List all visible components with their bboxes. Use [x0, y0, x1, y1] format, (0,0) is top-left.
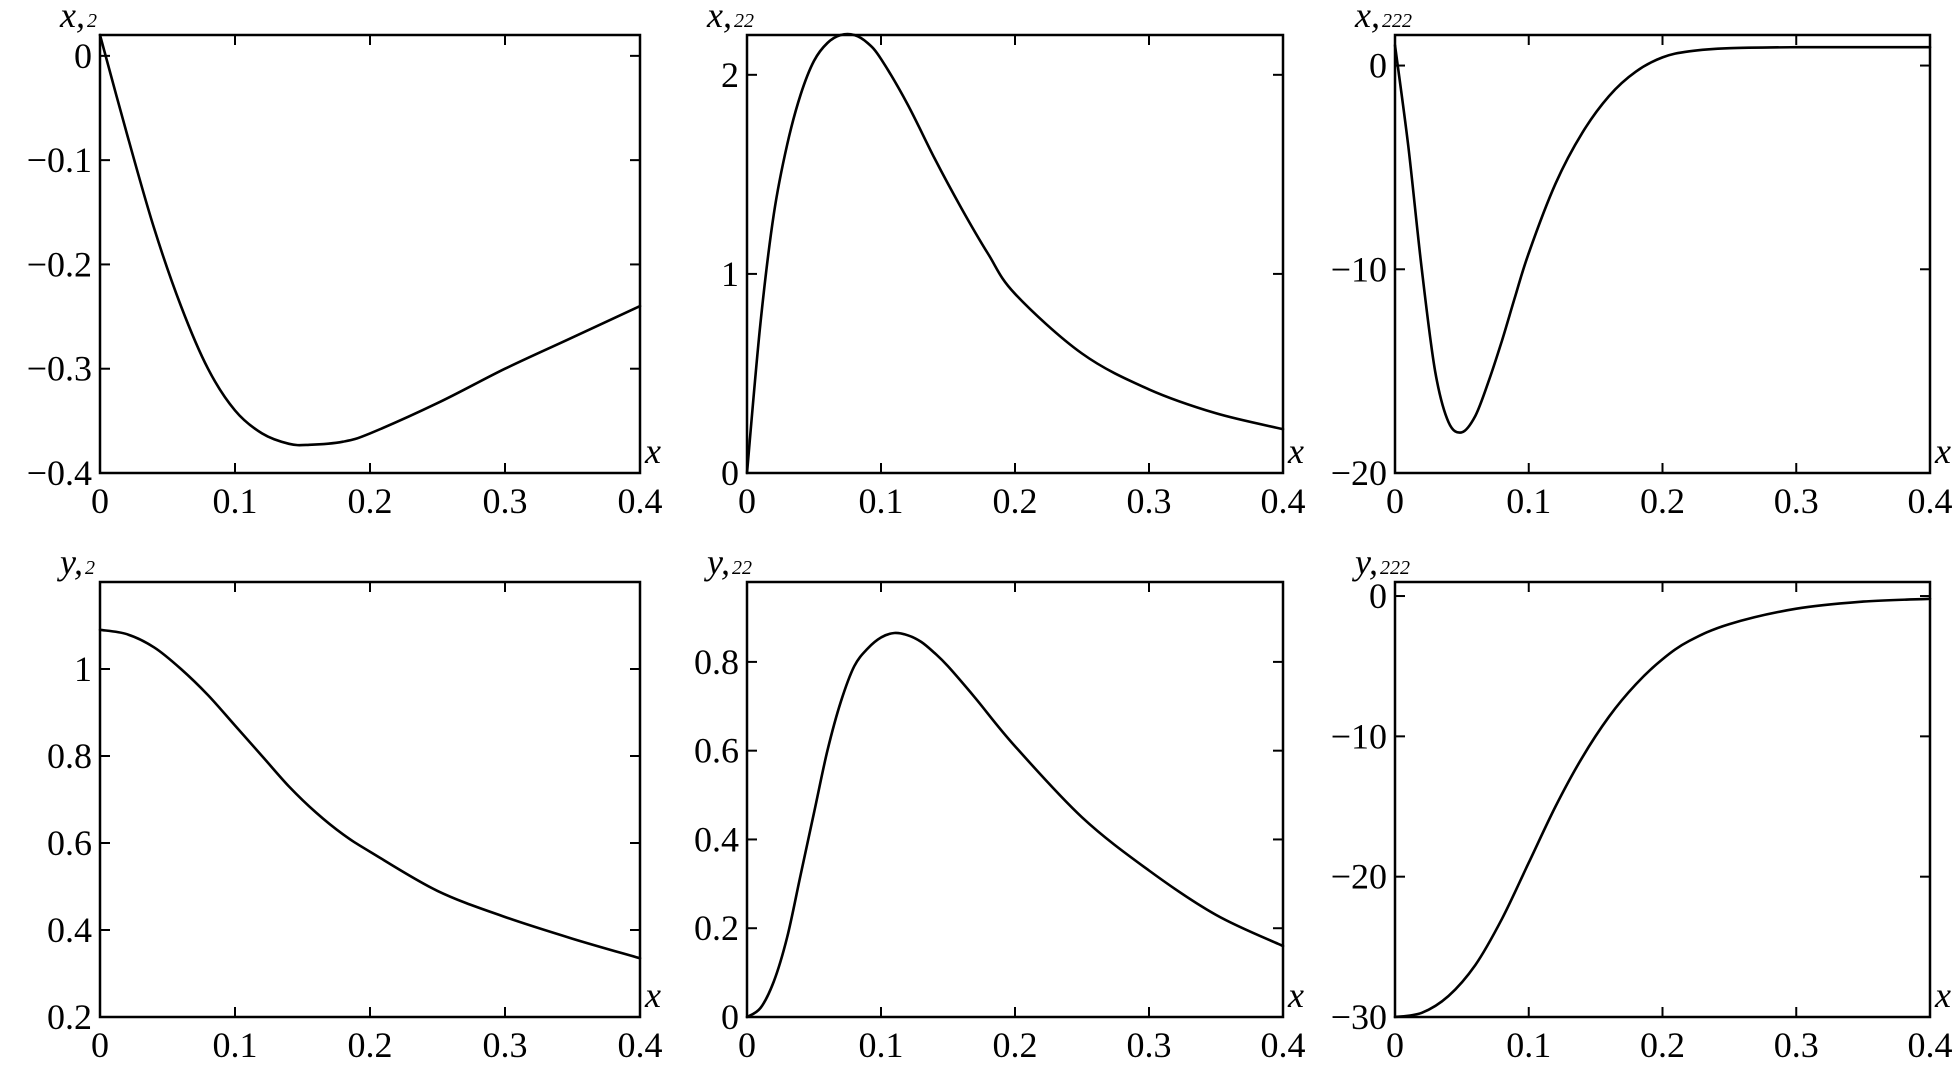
- x-tick-label: 0.2: [1640, 481, 1685, 521]
- chart-panel-2: 0 0.1 0.2 0.3 0.4 0 1 2 x, 22 x: [706, 0, 1306, 521]
- y-tick-label: −0.3: [27, 349, 92, 389]
- y-tick-label: 0: [1369, 46, 1387, 86]
- x-tick-label: 0.3: [483, 481, 528, 521]
- y-tick-label: −0.4: [27, 453, 92, 493]
- y-tick-label: −10: [1331, 716, 1387, 756]
- y-tick-label: 0.8: [694, 642, 739, 682]
- y-tick-label: −20: [1331, 857, 1387, 897]
- y-tick-label: 1: [721, 254, 739, 294]
- x-tick-label: 0.1: [1506, 1025, 1551, 1065]
- x-tick-label: 0: [91, 1025, 109, 1065]
- y-tick-label: 0: [74, 36, 92, 76]
- chart-panel-5: 0 0.1 0.2 0.3 0.4 0 0.2 0.4 0.6 0.8 y, 22 x: [694, 542, 1306, 1065]
- x-tick-label: 0.4: [1261, 1025, 1306, 1065]
- x-axis-label: x: [1287, 431, 1304, 471]
- x-tick-label: 0: [738, 1025, 756, 1065]
- y-axis-label: x, 22: [706, 0, 754, 35]
- series-line: [98, 628, 642, 960]
- y-axis-label-subscript: 22: [734, 10, 754, 32]
- y-tick-label: 0.2: [694, 908, 739, 948]
- y-tick-label: −10: [1331, 249, 1387, 289]
- chart-panel-3: 0 0.1 0.2 0.3 0.4 0 −10 −20 x, 222 x: [1331, 0, 1953, 521]
- x-tick-label: 0.4: [618, 1025, 663, 1065]
- x-tick-label: 0: [1386, 481, 1404, 521]
- x-tick-label: 0.2: [1640, 1025, 1685, 1065]
- y-tick-label: 0.4: [47, 910, 92, 950]
- y-tick-label: 0: [721, 997, 739, 1037]
- y-axis-label-main: y,: [1352, 542, 1378, 582]
- x-tick-label: 0: [738, 481, 756, 521]
- x-tick-label: 0.2: [993, 481, 1038, 521]
- x-tick-label: 0.1: [859, 1025, 904, 1065]
- series-line: [745, 32, 1285, 475]
- x-tick-label: 0.4: [1908, 1025, 1953, 1065]
- y-axis-label-subscript: 222: [1380, 557, 1410, 579]
- x-tick-label: 0.3: [1127, 1025, 1172, 1065]
- y-axis-label-main: y,: [704, 542, 730, 582]
- plot-frame: [1393, 580, 1932, 1019]
- y-axis-label-subscript: 22: [732, 557, 752, 579]
- x-tick-label: 0.1: [213, 481, 258, 521]
- x-tick-label: 0.1: [859, 481, 904, 521]
- x-tick-label: 0.2: [993, 1025, 1038, 1065]
- x-axis-label: x: [644, 975, 661, 1015]
- x-tick-label: 0.4: [618, 481, 663, 521]
- y-tick-label: 0.6: [47, 823, 92, 863]
- y-axis-label-subscript: 2: [85, 557, 95, 579]
- x-axis-label: x: [644, 431, 661, 471]
- x-tick-label: 0.4: [1261, 481, 1306, 521]
- plot-frame: [745, 580, 1285, 1019]
- y-tick-label: 0: [721, 453, 739, 493]
- y-tick-label: 1: [74, 649, 92, 689]
- x-tick-label: 0: [1386, 1025, 1404, 1065]
- x-axis-label: x: [1287, 975, 1304, 1015]
- series-line: [745, 631, 1285, 1019]
- y-axis-label-main: y,: [57, 542, 83, 582]
- y-tick-label: 0.4: [694, 819, 739, 859]
- x-tick-label: 0.3: [1774, 1025, 1819, 1065]
- y-axis-label: x, 222: [1354, 0, 1412, 35]
- plot-frame: [745, 33, 1285, 475]
- x-tick-label: 0.1: [1506, 481, 1551, 521]
- series-line: [1393, 597, 1932, 1019]
- series-line: [98, 33, 642, 447]
- y-axis-label-main: x,: [59, 0, 85, 35]
- series-line: [1393, 43, 1932, 434]
- x-tick-label: 0.2: [348, 481, 393, 521]
- x-tick-label: 0.1: [213, 1025, 258, 1065]
- y-axis-label-subscript: 222: [1382, 10, 1412, 32]
- y-tick-label: 2: [721, 55, 739, 95]
- x-tick-label: 0: [91, 481, 109, 521]
- y-axis-label: y, 22: [704, 542, 752, 582]
- chart-panel-1: 0 0.1 0.2 0.3 0.4 0 −0.1 −0.2 −0.3 −0.4 x, 2 x: [27, 0, 663, 521]
- x-axis-label: x: [1934, 431, 1951, 471]
- y-axis-label: y, 2: [57, 542, 95, 582]
- plot-frame: [98, 33, 642, 475]
- x-tick-label: 0.3: [483, 1025, 528, 1065]
- x-tick-label: 0.3: [1774, 481, 1819, 521]
- y-axis-label: y, 222: [1352, 542, 1410, 582]
- y-tick-label: 0.8: [47, 736, 92, 776]
- y-axis-label-main: x,: [706, 0, 732, 35]
- y-tick-label: 0.2: [47, 997, 92, 1037]
- x-tick-label: 0.3: [1127, 481, 1172, 521]
- y-tick-label: 0: [1369, 576, 1387, 616]
- y-tick-label: −0.1: [27, 140, 92, 180]
- y-tick-label: 0.6: [694, 731, 739, 771]
- chart-panel-6: 0 0.1 0.2 0.3 0.4 0 −10 −20 −30 y, 222 x: [1331, 542, 1953, 1065]
- y-axis-label-subscript: 2: [87, 10, 97, 32]
- x-tick-label: 0.4: [1908, 481, 1953, 521]
- plot-frame: [1393, 33, 1932, 475]
- x-axis-label: x: [1934, 975, 1951, 1015]
- y-axis-label: x, 2: [59, 0, 97, 35]
- x-tick-label: 0.2: [348, 1025, 393, 1065]
- y-axis-label-main: x,: [1354, 0, 1380, 35]
- y-tick-label: −20: [1331, 453, 1387, 493]
- chart-panel-4: 0 0.1 0.2 0.3 0.4 0.2 0.4 0.6 0.8 1 y, 2 x: [47, 542, 663, 1065]
- y-tick-label: −30: [1331, 997, 1387, 1037]
- plot-frame: [98, 580, 642, 1019]
- y-tick-label: −0.2: [27, 244, 92, 284]
